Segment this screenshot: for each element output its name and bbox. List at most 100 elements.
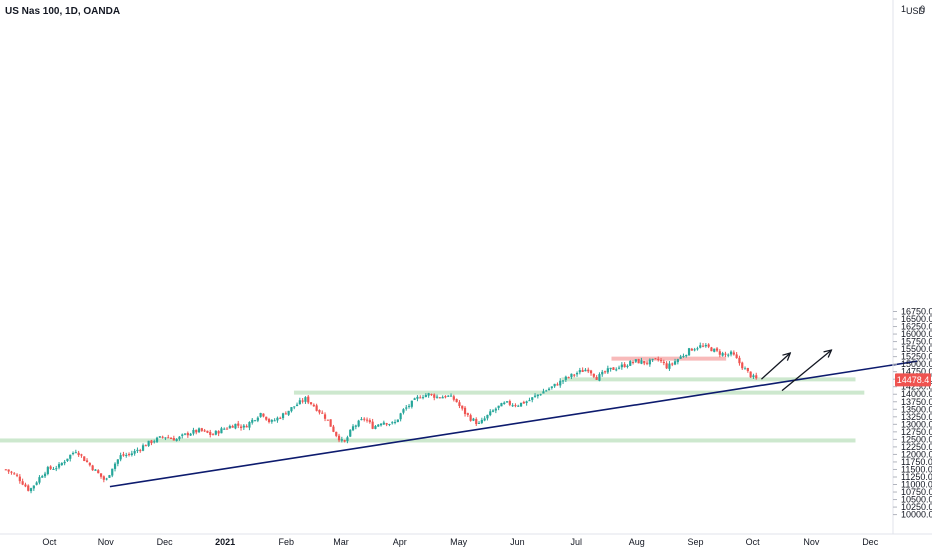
candle-down	[463, 407, 467, 414]
candle-up	[111, 468, 114, 476]
candle-down	[102, 476, 105, 480]
candle-down	[279, 417, 282, 419]
candle-down	[671, 363, 674, 365]
time-axis-label: Nov	[98, 537, 115, 547]
candle-down	[172, 438, 175, 441]
candle-down	[735, 354, 738, 359]
candle-up	[447, 395, 450, 397]
price-tick-label: 16250.0	[901, 322, 932, 332]
candle-down	[755, 375, 758, 379]
candle-up	[113, 463, 117, 469]
price-tick-label: 11000.0	[901, 480, 932, 490]
trendline	[109, 360, 918, 488]
candle-down	[573, 374, 576, 376]
candle-up	[536, 394, 539, 397]
candle-down	[466, 413, 469, 415]
candle-up	[155, 437, 159, 442]
candle-down	[284, 413, 287, 415]
candle-up	[547, 388, 551, 391]
time-axis-label: Oct	[42, 537, 57, 547]
candle-up	[598, 374, 601, 381]
candle-up	[489, 411, 492, 416]
candle-down	[343, 440, 346, 442]
candle-down	[122, 454, 125, 456]
candle-up	[71, 452, 75, 455]
price-tick-label: 14250.0	[901, 382, 932, 392]
candle-up	[141, 445, 145, 451]
candle-down	[623, 364, 626, 368]
time-axis[interactable]: Oct Nov Dec 2021 Feb Mar Apr May Jun Jul Aug Sep Oct…	[0, 533, 932, 547]
price-tick-label: 12000.0	[901, 449, 932, 459]
candle-up	[497, 405, 500, 408]
candle-down	[186, 433, 189, 436]
candle-up	[525, 401, 528, 403]
candle-up	[181, 434, 184, 436]
candle-up	[528, 400, 531, 402]
candle-up	[519, 402, 523, 407]
candle-up	[648, 359, 651, 365]
candle-down	[595, 377, 598, 380]
price-tick-label: 13250.0	[901, 412, 932, 422]
candle-down	[49, 466, 52, 469]
candle-up	[704, 344, 707, 347]
candle-down	[718, 351, 721, 355]
candle-up	[729, 351, 733, 355]
drawings-layer	[109, 351, 918, 488]
candle-up	[483, 418, 486, 421]
candle-up	[396, 419, 399, 423]
candle-up	[542, 391, 545, 394]
candle-up	[494, 408, 497, 411]
price-tick-label: 11250.0	[901, 472, 932, 482]
candle-down	[603, 371, 607, 373]
candle-up	[189, 433, 192, 436]
candle-up	[553, 383, 556, 387]
candle-down	[645, 362, 649, 364]
price-tick-label: 11750.0	[901, 457, 932, 467]
candle-up	[357, 420, 360, 427]
candle-up	[531, 397, 534, 400]
candle-down	[315, 405, 318, 411]
candle-up	[472, 418, 475, 421]
candle-down	[144, 445, 147, 447]
candle-up	[304, 397, 307, 402]
candle-up	[617, 367, 621, 369]
candle-up	[351, 426, 355, 431]
candle-down	[690, 348, 693, 351]
candle-down	[438, 397, 441, 399]
last-price-tag: 14478.4	[895, 373, 931, 387]
price-tick-label: 10750.0	[901, 487, 932, 497]
candle-down	[15, 474, 19, 476]
time-axis-label: May	[450, 537, 468, 547]
candle-up	[615, 369, 618, 371]
candle-up	[402, 409, 405, 413]
candle-up	[214, 430, 217, 435]
candle-down	[368, 420, 371, 423]
candle-down	[710, 347, 713, 352]
candle-up	[503, 402, 506, 404]
candle-down	[83, 456, 86, 462]
candle-down	[419, 397, 422, 399]
candle-up	[248, 422, 251, 428]
candle-up	[391, 422, 394, 424]
candle-up	[374, 426, 377, 429]
candle-down	[88, 462, 91, 466]
price-tick-label: 12500.0	[901, 434, 932, 444]
candle-up	[270, 420, 273, 422]
candle-up	[564, 376, 567, 380]
candle-down	[4, 469, 7, 471]
candle-up	[640, 360, 643, 364]
candle-up	[511, 405, 514, 407]
candle-up	[57, 464, 61, 468]
candle-down	[245, 425, 248, 428]
candle-up	[685, 354, 688, 357]
candle-up	[295, 404, 299, 407]
candle-down	[514, 405, 517, 407]
candle-up	[290, 407, 293, 412]
candle-up	[38, 477, 41, 483]
support-zone	[293, 390, 865, 395]
candle-up	[416, 396, 419, 399]
candle-up	[629, 361, 632, 366]
candle-up	[158, 436, 161, 438]
candle-up	[676, 359, 679, 363]
